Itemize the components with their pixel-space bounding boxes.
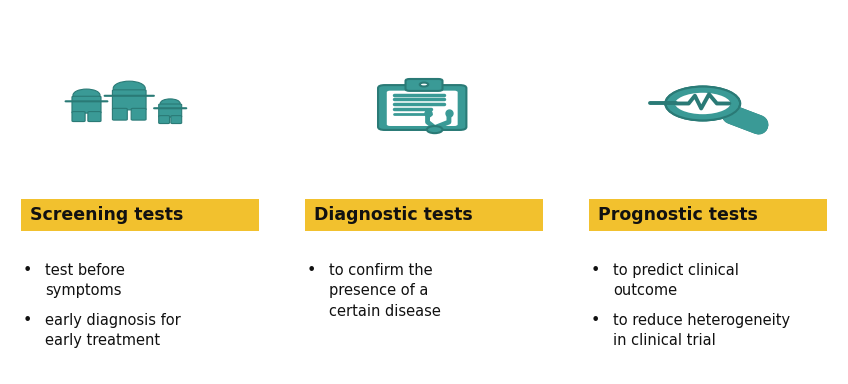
Text: Prognostic tests: Prognostic tests: [598, 206, 758, 224]
FancyBboxPatch shape: [305, 199, 543, 231]
Text: Diagnostic tests: Diagnostic tests: [314, 206, 472, 224]
Text: test before
symptoms: test before symptoms: [45, 263, 125, 298]
Text: early diagnosis for
early treatment: early diagnosis for early treatment: [45, 313, 181, 348]
Text: to confirm the
presence of a
certain disease: to confirm the presence of a certain dis…: [329, 263, 441, 319]
FancyBboxPatch shape: [405, 79, 443, 91]
FancyBboxPatch shape: [65, 101, 108, 102]
Text: Screening tests: Screening tests: [30, 206, 183, 224]
Text: •: •: [307, 263, 316, 278]
FancyBboxPatch shape: [113, 108, 127, 120]
FancyBboxPatch shape: [21, 199, 259, 231]
FancyBboxPatch shape: [72, 112, 85, 122]
FancyBboxPatch shape: [72, 96, 101, 113]
FancyBboxPatch shape: [589, 199, 827, 231]
FancyBboxPatch shape: [113, 90, 146, 110]
Circle shape: [672, 89, 734, 118]
Text: •: •: [23, 313, 32, 328]
Circle shape: [427, 126, 443, 133]
FancyBboxPatch shape: [104, 95, 154, 96]
Circle shape: [114, 81, 145, 96]
FancyBboxPatch shape: [378, 85, 466, 130]
Text: •: •: [591, 313, 600, 328]
Circle shape: [420, 83, 428, 86]
FancyBboxPatch shape: [153, 108, 187, 109]
Text: to reduce heterogeneity
in clinical trial: to reduce heterogeneity in clinical tria…: [613, 313, 790, 348]
Text: •: •: [23, 263, 32, 278]
Circle shape: [73, 89, 100, 101]
FancyBboxPatch shape: [131, 108, 146, 120]
FancyBboxPatch shape: [387, 91, 458, 126]
Circle shape: [160, 99, 180, 108]
FancyBboxPatch shape: [170, 116, 181, 124]
Text: to predict clinical
outcome: to predict clinical outcome: [613, 263, 739, 298]
FancyBboxPatch shape: [159, 116, 170, 124]
Circle shape: [666, 86, 740, 121]
FancyBboxPatch shape: [88, 112, 101, 122]
Text: •: •: [591, 263, 600, 278]
FancyBboxPatch shape: [159, 104, 181, 117]
